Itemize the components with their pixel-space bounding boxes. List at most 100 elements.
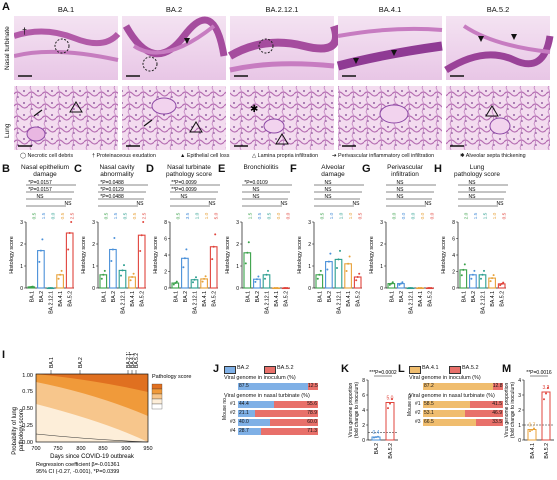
y-tick: 0 — [92, 286, 95, 292]
score-bar — [478, 274, 487, 289]
data-point — [203, 277, 206, 280]
data-point — [529, 430, 531, 433]
y-tick: 8 — [452, 220, 455, 226]
panel-l-turbinate-bar-1: 58.5 — [423, 401, 470, 408]
median-label: 0.5 — [31, 212, 37, 219]
data-point — [388, 283, 391, 286]
data-point — [391, 398, 393, 401]
y-tick: 4 — [452, 253, 455, 259]
nasal-tile-ba2 — [122, 16, 228, 80]
data-point — [113, 236, 116, 239]
data-point — [327, 260, 330, 263]
median-label: 0.0 — [430, 212, 436, 219]
panel-i-chart: Probability of lung pathology score 0.00… — [12, 352, 191, 475]
data-point — [499, 284, 502, 287]
data-point — [345, 270, 348, 273]
median-label: 1.5 — [247, 212, 253, 219]
panel-i-xlabel: Days since COVID-19 outbreak — [50, 454, 135, 460]
y-tick: 1 — [92, 264, 95, 270]
nasal-tile-ba2121 — [227, 16, 340, 80]
y-tick: 0 — [236, 286, 239, 292]
panel-d-ylabel: Histology score — [153, 236, 159, 274]
x-tick-label: BA.5.2 — [500, 291, 506, 307]
sig-label: NS — [469, 187, 477, 193]
panel-g-ylabel: Histology score — [369, 236, 375, 274]
median-label: 0.5 — [358, 212, 364, 219]
median-label: 0.5 — [175, 212, 181, 219]
median-label: 2.5 — [70, 212, 76, 219]
panel-f-title: Alveolar damage — [321, 164, 345, 178]
data-point — [39, 249, 42, 252]
data-point — [492, 274, 495, 277]
panel-k-value-label: 0.4 — [373, 430, 380, 436]
panel-k-label: K — [341, 363, 349, 375]
x-tick-label: BA.2.12.1 — [337, 291, 343, 314]
panel-f-label: F — [290, 163, 297, 175]
median-label: 0.0 — [276, 212, 282, 219]
data-point — [183, 257, 186, 260]
data-point — [140, 234, 143, 237]
svg-text:Probability of lung pathol: Probability of lung pathology score — [12, 405, 25, 454]
column-header-ba1: BA.1 — [57, 5, 75, 14]
histology-grid: † ✱ — [14, 16, 554, 150]
y-tick: 0 — [20, 286, 23, 292]
panel-j-legend-swatch-2 — [264, 366, 276, 374]
panel-l-mouse-id: #3 — [415, 419, 421, 425]
panel-h-title: Lung pathology score — [454, 164, 500, 178]
column-header-ba2121: BA.2.12.1 — [265, 5, 299, 14]
y-tick: 6 — [452, 237, 455, 243]
panel-i-legend-title: Pathology score — [152, 374, 191, 380]
panel-l-turbinate-bar-2: 46.9 — [465, 410, 503, 417]
panel-k-bar — [385, 402, 395, 441]
median-label: 0.5 — [132, 212, 138, 219]
data-point — [59, 273, 62, 276]
panel-i-ylabel-1: Probability of lung — [12, 407, 18, 455]
data-point — [41, 238, 44, 241]
panel-j-legend-label-2: BA.5.2 — [277, 365, 294, 371]
score-bar — [109, 248, 117, 289]
panel-l-turbinate-bar-1: 66.5 — [423, 419, 477, 426]
data-point — [204, 275, 207, 278]
row-label-lung: Lung — [4, 123, 11, 138]
column-header-ba2: BA.2 — [165, 5, 183, 14]
data-point — [409, 287, 412, 289]
y-tick: 4 — [518, 378, 521, 384]
median-label: 0.0 — [391, 212, 397, 219]
data-point — [31, 285, 34, 288]
data-point — [102, 273, 105, 276]
score-bar — [488, 277, 496, 289]
lung-tile-ba52 — [446, 86, 550, 150]
y-tick: 2 — [452, 270, 455, 276]
legend-proteinaceous: † Proteinaceous exudation — [92, 153, 156, 159]
score-bar — [459, 269, 468, 289]
score-bar — [334, 258, 343, 289]
data-point — [131, 276, 134, 278]
y-tick: 0 — [380, 286, 383, 292]
data-point — [316, 277, 319, 280]
data-point — [545, 392, 547, 395]
data-point — [348, 255, 351, 258]
median-label: 0.0 — [401, 212, 407, 219]
median-label: 1.5 — [113, 212, 119, 219]
data-point — [185, 248, 188, 251]
panel-m-bar — [541, 391, 551, 441]
data-point — [193, 278, 196, 281]
data-point — [460, 274, 463, 277]
legend-perivascular: ➔ Perivascular inflammatory cell infiltr… — [332, 153, 435, 159]
sig-label: *P=0.0157 — [28, 180, 52, 186]
sig-label: NS — [425, 201, 433, 207]
svg-text:0.00: 0.00 — [22, 440, 33, 446]
panel-l-inoculum-bar-1: 87.2 — [423, 383, 493, 390]
x-tick-label: BA.2 — [39, 291, 45, 302]
x-tick-label: BA.5.2 — [544, 443, 550, 459]
svg-text:800: 800 — [76, 446, 85, 452]
panel-j-inoculum-bar-2: 12.5 — [308, 383, 318, 390]
score-bar — [128, 276, 136, 289]
panel-j-inoculum-bar-1: 87.5 — [238, 383, 308, 390]
panel-l-turbinate-bar-2: 33.5 — [476, 419, 503, 426]
data-point — [375, 436, 377, 439]
panel-l-mouse-label: Mouse no. — [407, 392, 413, 416]
x-tick-label: BA.2 — [183, 291, 189, 302]
x-tick-label: BA.5.2 — [68, 291, 74, 307]
median-label: 0.5 — [502, 212, 508, 219]
